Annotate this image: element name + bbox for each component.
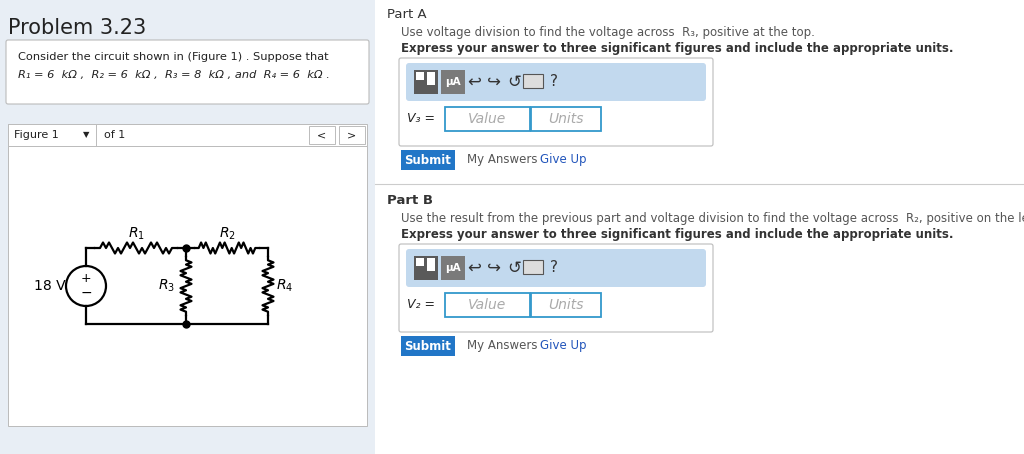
FancyBboxPatch shape <box>399 244 713 332</box>
Text: μA: μA <box>445 77 461 87</box>
Text: ↪: ↪ <box>487 73 501 91</box>
Text: $R_2$: $R_2$ <box>218 226 236 242</box>
FancyBboxPatch shape <box>416 269 424 277</box>
Text: Value: Value <box>468 112 507 126</box>
Text: Figure 1: Figure 1 <box>14 130 58 140</box>
Text: ?: ? <box>550 74 558 89</box>
Text: ↺: ↺ <box>507 73 521 91</box>
FancyBboxPatch shape <box>8 124 367 146</box>
FancyBboxPatch shape <box>0 0 375 454</box>
Text: My Answers: My Answers <box>467 153 538 167</box>
Text: $R_4$: $R_4$ <box>276 278 294 294</box>
FancyBboxPatch shape <box>441 70 465 94</box>
Text: Give Up: Give Up <box>540 340 587 352</box>
FancyBboxPatch shape <box>401 336 455 356</box>
Text: $R_3$: $R_3$ <box>159 278 175 294</box>
FancyBboxPatch shape <box>523 260 543 274</box>
Text: >: > <box>347 130 356 140</box>
Text: $R_1$: $R_1$ <box>128 226 144 242</box>
Text: ↩: ↩ <box>467 73 481 91</box>
Text: Use the result from the previous part and voltage division to find the voltage a: Use the result from the previous part an… <box>401 212 1024 225</box>
Text: of 1: of 1 <box>104 130 125 140</box>
Text: V₃ =: V₃ = <box>407 113 435 125</box>
Text: Express your answer to three significant figures and include the appropriate uni: Express your answer to three significant… <box>401 228 953 241</box>
Text: Use voltage division to find the voltage across  R₃, positive at the top.: Use voltage division to find the voltage… <box>401 26 815 39</box>
Text: Value: Value <box>468 298 507 312</box>
FancyBboxPatch shape <box>416 72 424 80</box>
Text: Give Up: Give Up <box>540 153 587 167</box>
Text: Express your answer to three significant figures and include the appropriate uni: Express your answer to three significant… <box>401 42 953 55</box>
FancyBboxPatch shape <box>406 63 706 101</box>
Text: μA: μA <box>445 263 461 273</box>
FancyBboxPatch shape <box>441 256 465 280</box>
Text: 18 V: 18 V <box>34 279 66 293</box>
Text: Submit: Submit <box>404 340 452 352</box>
FancyBboxPatch shape <box>8 124 96 146</box>
FancyBboxPatch shape <box>445 293 530 317</box>
Text: V₂ =: V₂ = <box>407 298 435 311</box>
FancyBboxPatch shape <box>375 0 1024 454</box>
FancyBboxPatch shape <box>416 83 424 91</box>
Text: ↪: ↪ <box>487 259 501 277</box>
Text: Submit: Submit <box>404 153 452 167</box>
Text: Part B: Part B <box>387 194 433 207</box>
FancyBboxPatch shape <box>401 150 455 170</box>
FancyBboxPatch shape <box>531 293 601 317</box>
Text: Consider the circuit shown in (Figure 1) . Suppose that: Consider the circuit shown in (Figure 1)… <box>18 52 329 62</box>
Text: −: − <box>80 286 92 300</box>
FancyBboxPatch shape <box>427 72 435 85</box>
Text: ?: ? <box>550 261 558 276</box>
FancyBboxPatch shape <box>427 258 435 271</box>
Text: ▼: ▼ <box>83 130 89 139</box>
Text: Part A: Part A <box>387 8 427 21</box>
Text: My Answers: My Answers <box>467 340 538 352</box>
FancyBboxPatch shape <box>414 256 438 280</box>
Text: ↩: ↩ <box>467 259 481 277</box>
FancyBboxPatch shape <box>406 249 706 287</box>
FancyBboxPatch shape <box>8 146 367 426</box>
FancyBboxPatch shape <box>523 74 543 88</box>
Text: ↺: ↺ <box>507 259 521 277</box>
FancyBboxPatch shape <box>531 107 601 131</box>
FancyBboxPatch shape <box>445 107 530 131</box>
Text: <: < <box>317 130 327 140</box>
Text: +: + <box>81 272 91 286</box>
Text: R₁ = 6  kΩ ,  R₂ = 6  kΩ ,  R₃ = 8  kΩ , and  R₄ = 6  kΩ .: R₁ = 6 kΩ , R₂ = 6 kΩ , R₃ = 8 kΩ , and … <box>18 70 330 80</box>
FancyBboxPatch shape <box>399 58 713 146</box>
FancyBboxPatch shape <box>6 40 369 104</box>
Text: Problem 3.23: Problem 3.23 <box>8 18 146 38</box>
FancyBboxPatch shape <box>309 126 335 144</box>
Text: Units: Units <box>548 112 584 126</box>
FancyBboxPatch shape <box>416 258 424 266</box>
FancyBboxPatch shape <box>339 126 365 144</box>
Text: Units: Units <box>548 298 584 312</box>
FancyBboxPatch shape <box>414 70 438 94</box>
